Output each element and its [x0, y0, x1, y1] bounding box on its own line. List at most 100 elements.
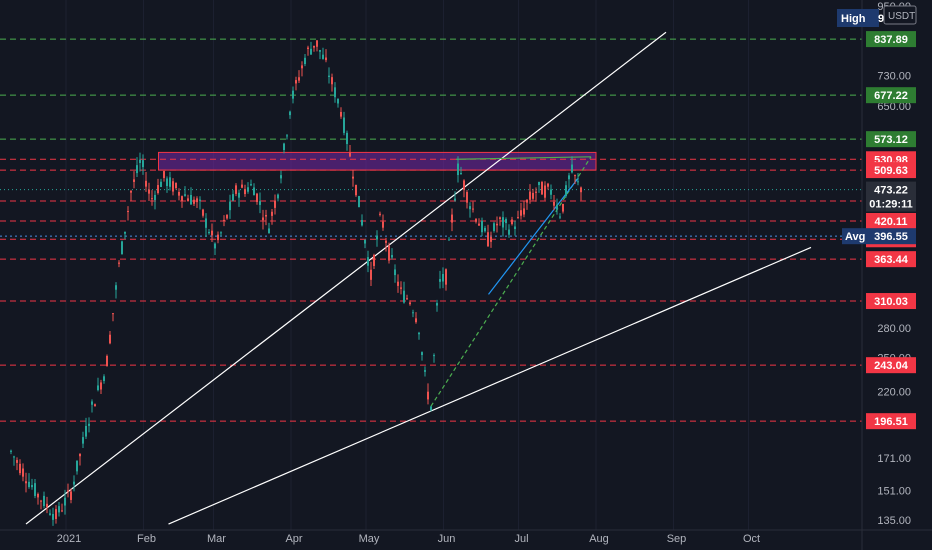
candle-body — [550, 189, 552, 195]
candle-body — [61, 510, 63, 512]
candle-body — [364, 240, 366, 244]
candle-body — [574, 175, 576, 177]
currency-label: USDT — [888, 11, 915, 22]
currency-button[interactable] — [883, 5, 917, 25]
candle-body — [133, 179, 135, 182]
high-badge — [837, 9, 879, 27]
candle-body — [190, 194, 192, 205]
candle-body — [577, 181, 579, 183]
candle-body — [337, 98, 339, 104]
candle-body — [109, 334, 111, 344]
candle-body — [442, 274, 444, 282]
candle-body — [427, 391, 429, 400]
candle-body — [49, 513, 51, 515]
price-badges: 837.89677.22573.12530.98509.63453.20420.… — [842, 31, 916, 430]
candle-body — [565, 185, 567, 197]
candle-body — [55, 509, 57, 519]
x-tick: Apr — [285, 533, 302, 545]
candle-body — [322, 54, 324, 59]
candle-body — [502, 217, 504, 228]
candle-body — [436, 303, 438, 306]
level-label: 573.12 — [874, 134, 908, 146]
horizontal-levels — [0, 38, 862, 422]
level-label: 243.04 — [874, 360, 909, 372]
candle-body — [28, 481, 30, 488]
x-tick: Feb — [137, 533, 156, 545]
candle-body — [538, 181, 540, 186]
candle-body — [58, 506, 60, 513]
candle-body — [349, 152, 351, 157]
candle-body — [412, 312, 414, 314]
candle-body — [283, 143, 285, 151]
candle-body — [148, 189, 150, 194]
candle-body — [193, 199, 195, 204]
current-price-badge — [866, 181, 916, 212]
candle-body — [76, 460, 78, 472]
candle-body — [25, 481, 27, 484]
candle-body — [154, 194, 156, 201]
candle-body — [343, 117, 345, 133]
candle-body — [301, 65, 303, 69]
candle-body — [40, 500, 42, 502]
candle-body — [16, 460, 18, 463]
candle-body — [88, 423, 90, 426]
candle-body — [247, 187, 249, 192]
level-label: 677.22 — [874, 90, 908, 102]
candles — [10, 40, 582, 526]
candle-body — [100, 382, 102, 390]
candle-body — [424, 370, 426, 372]
candle-body — [499, 217, 501, 219]
candle-body — [94, 404, 96, 407]
candle-body — [130, 190, 132, 193]
candle-body — [379, 213, 381, 215]
candle-body — [454, 198, 456, 201]
candle-body — [136, 165, 138, 174]
candle-body — [535, 191, 537, 193]
high-value: 9 — [878, 13, 884, 25]
supply-zone — [158, 151, 597, 171]
candle-body — [151, 198, 153, 200]
candle-body — [361, 219, 363, 226]
candle-body — [505, 219, 507, 224]
candle-body — [73, 481, 75, 485]
avg-value-badge — [866, 228, 916, 245]
candle-body — [79, 453, 81, 457]
candle-body — [118, 262, 120, 264]
candle-body — [211, 230, 213, 236]
candle-body — [388, 245, 390, 261]
candle-body — [253, 187, 255, 196]
candle-body — [385, 240, 387, 243]
candle-body — [469, 206, 471, 210]
candle-body — [562, 203, 564, 212]
level-badge — [866, 413, 916, 430]
candle-body — [514, 226, 516, 230]
high-label: High — [841, 13, 866, 25]
candle-body — [259, 201, 261, 205]
candle-body — [250, 184, 252, 186]
avg-value: 396.55 — [874, 231, 908, 243]
candle-body — [157, 185, 159, 194]
candle-body — [475, 219, 477, 222]
candle-body — [280, 175, 282, 179]
candle-body — [196, 198, 198, 203]
candle-body — [394, 269, 396, 276]
level-badge — [866, 162, 916, 179]
candle-body — [37, 493, 39, 498]
candle-body — [571, 164, 573, 173]
candle-body — [184, 194, 186, 196]
candle-body — [175, 182, 177, 189]
candle-body — [142, 160, 144, 168]
candle-body — [64, 497, 66, 506]
candle-body — [487, 232, 489, 247]
candle-body — [232, 194, 234, 201]
candle-body — [46, 503, 48, 508]
candle-body — [268, 228, 270, 234]
candle-body — [559, 216, 561, 218]
candle-body — [115, 285, 117, 290]
candle-body — [481, 220, 483, 233]
candle-body — [370, 269, 372, 280]
level-badge — [866, 357, 916, 374]
candle-body — [355, 184, 357, 196]
level-badge — [866, 31, 916, 48]
